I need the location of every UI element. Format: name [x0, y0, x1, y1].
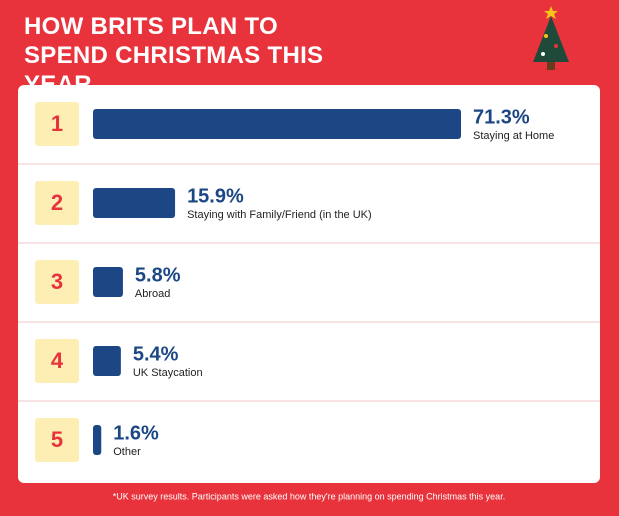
- rank-box: [35, 181, 79, 225]
- category-label: Staying with Family/Friend (in the UK): [187, 209, 372, 221]
- bar: [93, 267, 123, 297]
- bar: [93, 346, 121, 376]
- rank: 1: [51, 111, 63, 136]
- rank: 3: [51, 269, 63, 294]
- footnote: *UK survey results. Participants were as…: [113, 491, 505, 501]
- rank-box: [35, 339, 79, 383]
- chart-title: HOW BRITS PLAN TO SPEND CHRISTMAS THIS Y…: [24, 13, 324, 98]
- bar: [93, 109, 461, 139]
- rank-box: [35, 260, 79, 304]
- bar: [93, 188, 176, 218]
- category-label: UK Staycation: [133, 367, 203, 379]
- panel: [18, 85, 600, 483]
- category-label: Staying at Home: [473, 130, 554, 142]
- rank: 5: [51, 427, 63, 452]
- tree-icon: [533, 6, 569, 70]
- rank-box: [35, 102, 79, 146]
- rank: 4: [51, 348, 64, 373]
- value-label: 5.4%: [133, 343, 179, 365]
- category-label: Other: [113, 446, 141, 458]
- rank-box: [35, 418, 79, 462]
- value-label: 1.6%: [113, 422, 159, 444]
- value-label: 5.8%: [135, 264, 181, 286]
- value-label: 71.3%: [473, 106, 530, 128]
- bar: [93, 425, 102, 455]
- value-label: 15.9%: [187, 185, 244, 207]
- category-label: Abroad: [135, 288, 170, 300]
- rank: 2: [51, 190, 63, 215]
